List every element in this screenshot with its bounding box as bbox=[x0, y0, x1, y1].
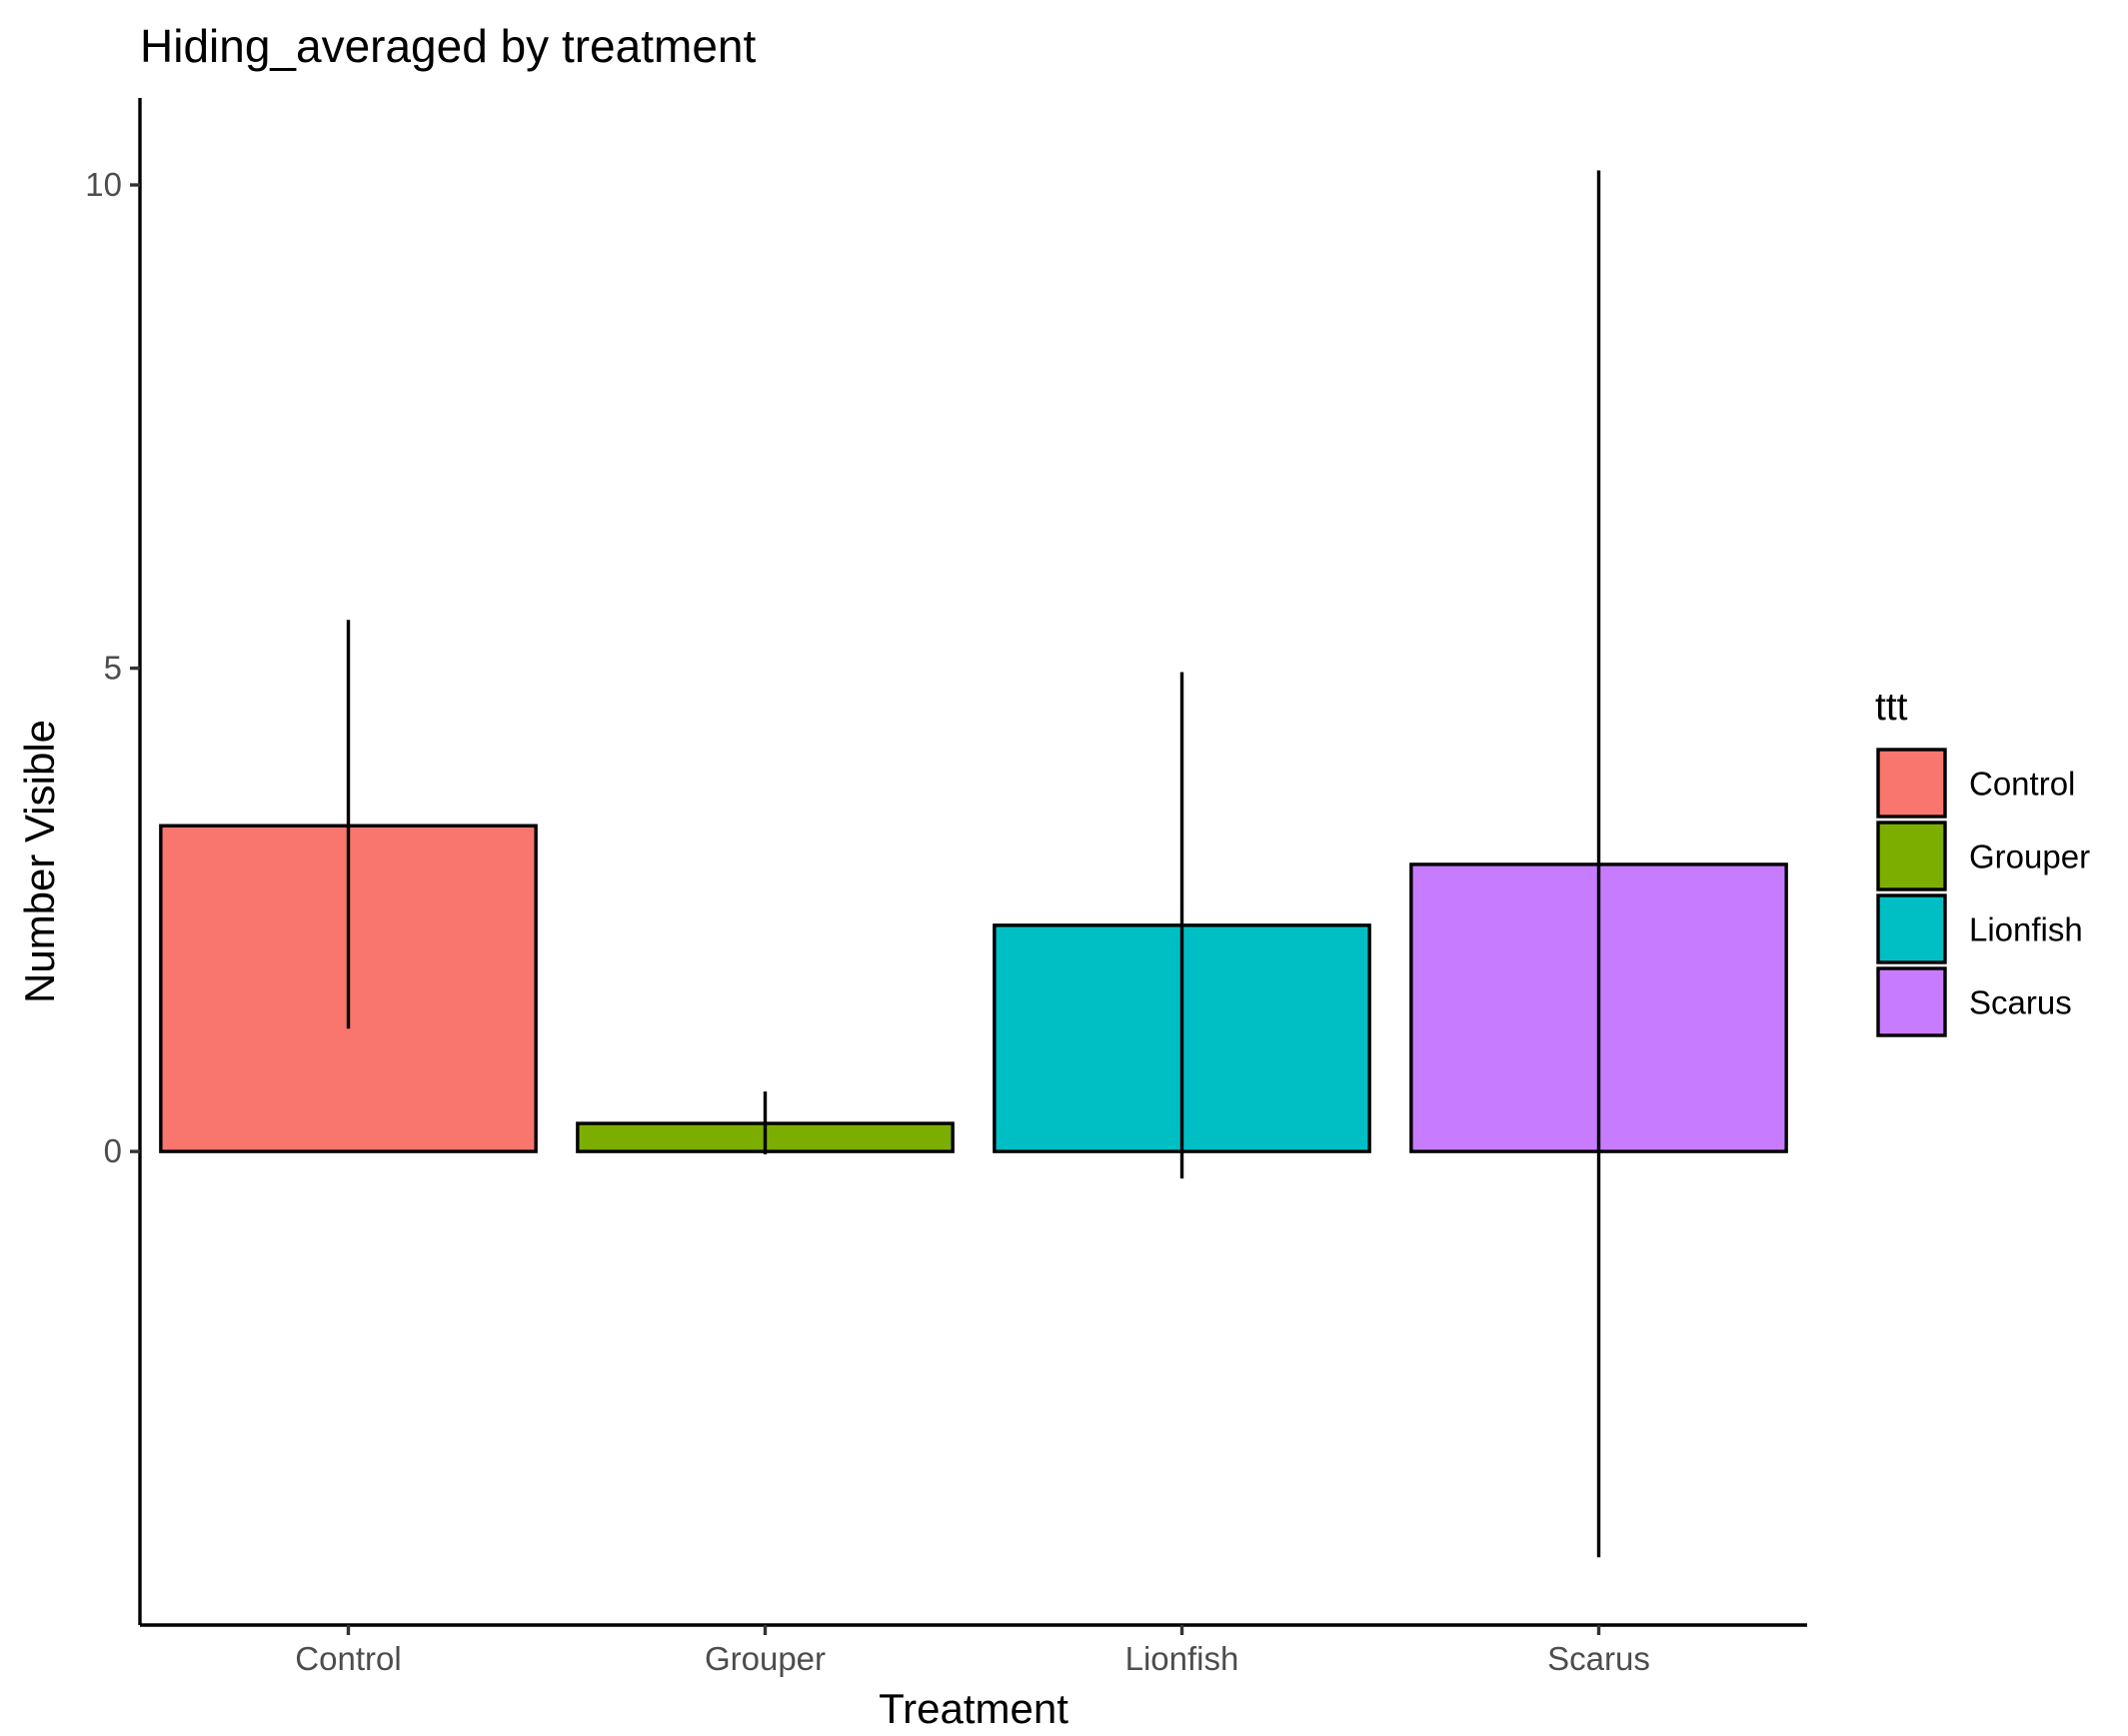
legend-title: ttt bbox=[1875, 686, 1908, 729]
x-axis-title: Treatment bbox=[879, 1685, 1068, 1732]
legend-label-lionfish: Lionfish bbox=[1969, 911, 2083, 948]
y-axis-ticks: 0 5 10 bbox=[85, 166, 140, 1169]
legend-label-control: Control bbox=[1969, 766, 2075, 803]
legend-key-control bbox=[1876, 748, 1947, 819]
x-axis-ticks: Control Grouper Lionfish Scarus bbox=[295, 1625, 1650, 1677]
chart-title: Hiding_averaged by treatment bbox=[140, 20, 756, 72]
legend: ttt Control Grouper Lionfish Scarus bbox=[1875, 686, 2090, 1037]
legend-label-scarus: Scarus bbox=[1969, 984, 2072, 1021]
y-axis-title: Number Visible bbox=[16, 720, 63, 1003]
x-tick-label: Grouper bbox=[705, 1640, 826, 1677]
legend-items: Control Grouper Lionfish Scarus bbox=[1876, 748, 2090, 1037]
y-tick-label: 0 bbox=[104, 1132, 122, 1169]
y-tick-label: 5 bbox=[104, 650, 122, 687]
legend-label-grouper: Grouper bbox=[1969, 839, 2090, 875]
x-tick-label: Scarus bbox=[1547, 1640, 1650, 1677]
x-tick-label: Lionfish bbox=[1125, 1640, 1239, 1677]
plot-area bbox=[159, 170, 1788, 1558]
y-tick-label: 10 bbox=[85, 166, 122, 203]
legend-key-grouper bbox=[1876, 821, 1947, 891]
x-tick-label: Control bbox=[295, 1640, 401, 1677]
legend-key-lionfish bbox=[1876, 893, 1947, 964]
legend-key-scarus bbox=[1876, 966, 1947, 1037]
